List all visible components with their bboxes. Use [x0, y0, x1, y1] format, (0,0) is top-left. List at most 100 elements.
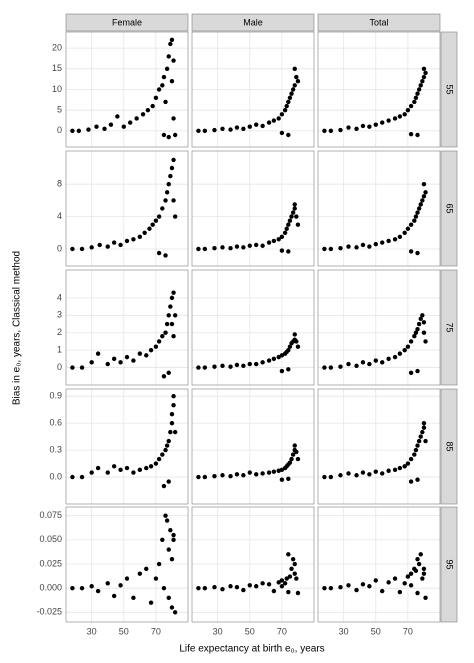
point [247, 243, 252, 248]
point [166, 479, 171, 484]
point [118, 242, 123, 248]
point [421, 66, 427, 72]
facet-label: 85 [445, 441, 455, 451]
point [271, 118, 277, 123]
point [94, 124, 99, 129]
point [415, 132, 420, 138]
point [286, 476, 291, 482]
point [254, 472, 259, 477]
point [416, 206, 422, 211]
point [166, 595, 171, 601]
point [386, 118, 391, 123]
point [322, 246, 327, 252]
point [402, 347, 407, 353]
point [161, 585, 167, 591]
point [418, 434, 423, 439]
point [287, 460, 293, 465]
point [171, 537, 176, 543]
point [169, 79, 175, 84]
point [421, 194, 427, 199]
point [289, 91, 294, 96]
point [287, 574, 293, 579]
y-tick-label: 5 [57, 105, 62, 115]
point [412, 452, 417, 457]
point [111, 356, 117, 362]
point [360, 582, 366, 587]
facet-label: 75 [445, 322, 455, 332]
point [196, 474, 201, 480]
point [95, 465, 101, 471]
point [202, 585, 208, 591]
y-tick-label: 0.6 [49, 418, 62, 428]
point [380, 588, 385, 594]
point [153, 461, 159, 466]
point [421, 571, 427, 576]
point [367, 244, 372, 249]
point [220, 586, 225, 592]
point [423, 190, 428, 195]
point [354, 245, 359, 250]
point [212, 245, 217, 251]
panel-border [191, 269, 315, 386]
point [118, 583, 123, 588]
point [279, 467, 285, 473]
point [397, 351, 403, 356]
point [415, 556, 420, 562]
point [145, 107, 151, 113]
point [328, 474, 334, 480]
point [423, 70, 428, 76]
point [423, 595, 428, 601]
point [286, 249, 291, 254]
point [212, 127, 217, 133]
point [284, 103, 289, 109]
point [421, 74, 427, 80]
point [282, 107, 288, 113]
point [287, 95, 293, 100]
facet-strip [440, 506, 458, 623]
point [421, 182, 427, 187]
point [76, 128, 82, 134]
point [286, 367, 291, 372]
point [289, 214, 294, 219]
point [247, 361, 252, 367]
point [228, 245, 233, 251]
point [212, 364, 217, 369]
point [279, 234, 285, 240]
y-tick-label: 0 [57, 125, 62, 135]
facet-label: 55 [445, 84, 455, 94]
point [346, 361, 351, 367]
point [266, 240, 272, 245]
point [172, 132, 178, 138]
point [295, 222, 301, 227]
point [89, 584, 94, 589]
point [276, 116, 281, 121]
y-tick-label: 2 [57, 327, 62, 337]
y-tick-label: 0.0 [49, 471, 62, 481]
point [408, 479, 414, 484]
point [212, 585, 217, 590]
point [408, 571, 414, 576]
facet-label: Female [112, 17, 142, 27]
point [328, 246, 334, 252]
point [241, 473, 246, 478]
point [70, 474, 75, 480]
panel-border [65, 388, 189, 505]
point [163, 198, 168, 203]
point [416, 561, 422, 567]
point [108, 122, 114, 127]
point [286, 347, 291, 353]
point [322, 365, 327, 370]
point [423, 339, 428, 344]
point [373, 122, 378, 127]
point [169, 165, 175, 171]
x-tick-label: 50 [245, 626, 255, 636]
point [360, 360, 366, 365]
point [171, 290, 176, 295]
point [294, 449, 299, 455]
point [241, 126, 246, 131]
point [405, 344, 411, 349]
point [220, 245, 225, 250]
point [168, 527, 173, 533]
point [153, 576, 159, 581]
point [295, 590, 301, 596]
